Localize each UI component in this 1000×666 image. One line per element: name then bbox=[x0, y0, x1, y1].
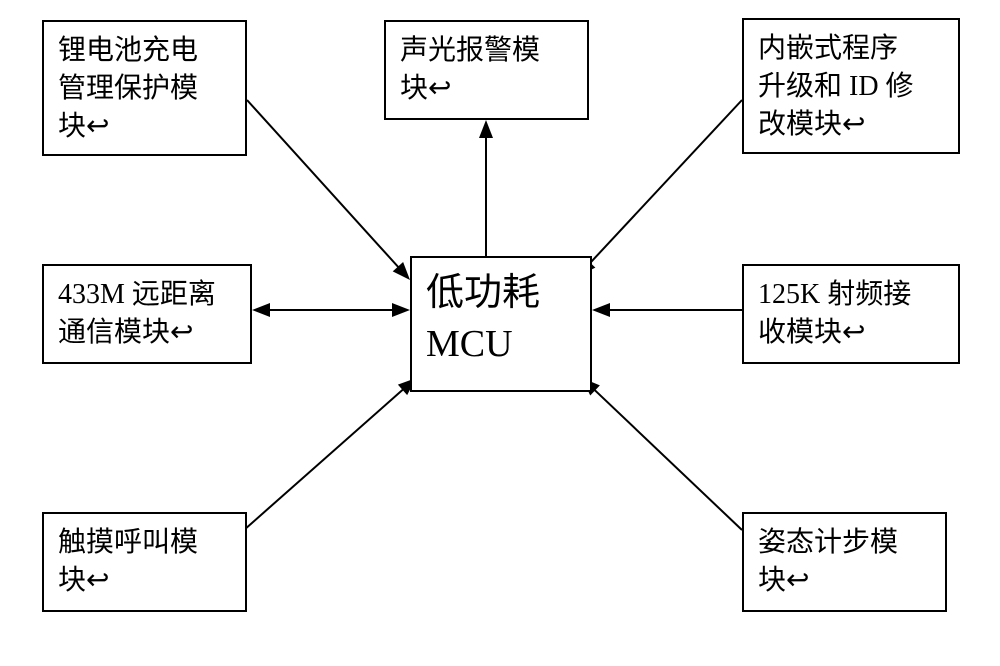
node-label: 125K 射频接 收模块↩ bbox=[744, 266, 925, 362]
node-label: 触摸呼叫模 块↩ bbox=[44, 514, 212, 610]
node-label: 声光报警模 块↩ bbox=[386, 22, 554, 118]
node-center-mcu: 低功耗 MCU bbox=[410, 256, 592, 392]
node-mid-right: 125K 射频接 收模块↩ bbox=[742, 264, 960, 364]
diagram-canvas: 低功耗 MCU 锂电池充电 管理保护模 块↩ 声光报警模 块↩ 内嵌式程序 升级… bbox=[0, 0, 1000, 666]
node-label: 低功耗 MCU bbox=[412, 258, 554, 381]
node-top-right: 内嵌式程序 升级和 ID 修 改模块↩ bbox=[742, 18, 960, 154]
node-top-left: 锂电池充电 管理保护模 块↩ bbox=[42, 20, 247, 156]
node-label: 姿态计步模 块↩ bbox=[744, 514, 912, 610]
node-bottom-right: 姿态计步模 块↩ bbox=[742, 512, 947, 612]
node-top-center: 声光报警模 块↩ bbox=[384, 20, 589, 120]
node-label: 内嵌式程序 升级和 ID 修 改模块↩ bbox=[744, 20, 928, 153]
node-label: 锂电池充电 管理保护模 块↩ bbox=[44, 22, 212, 155]
node-mid-left: 433M 远距离 通信模块↩ bbox=[42, 264, 252, 364]
node-label: 433M 远距离 通信模块↩ bbox=[44, 266, 230, 362]
node-bottom-left: 触摸呼叫模 块↩ bbox=[42, 512, 247, 612]
